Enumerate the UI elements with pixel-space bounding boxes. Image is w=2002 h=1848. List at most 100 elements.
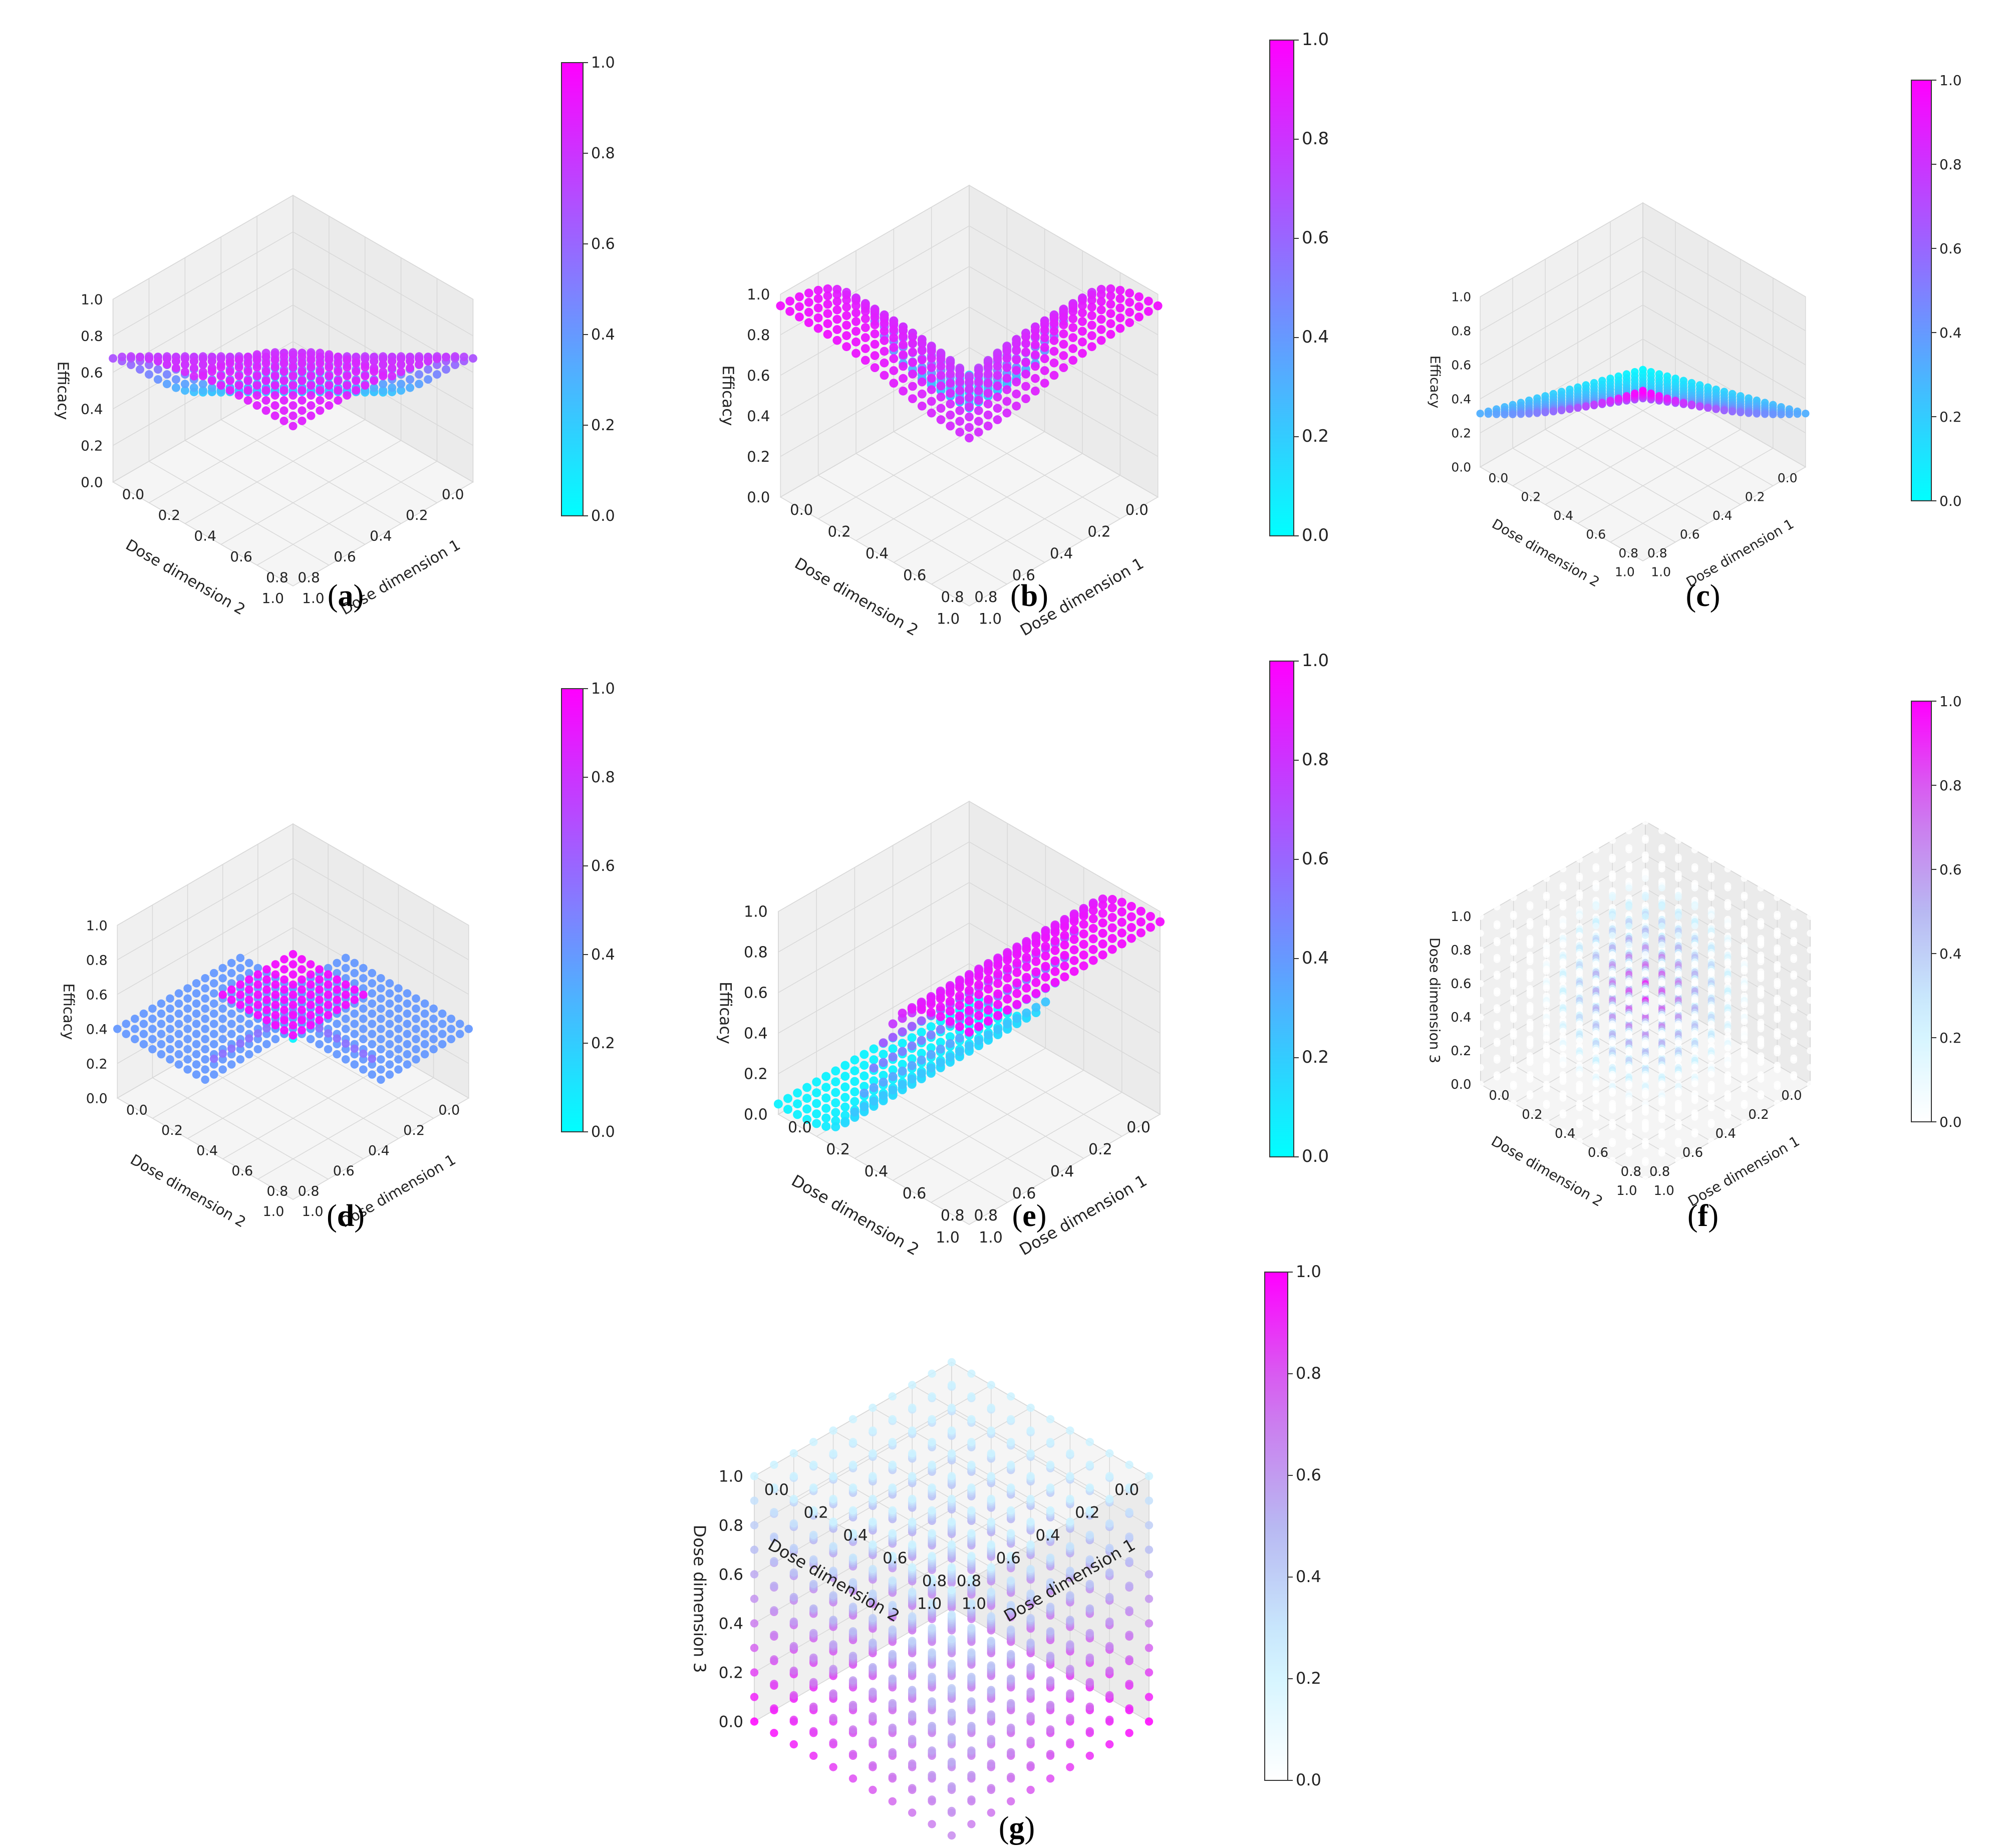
- gridline: [1512, 391, 1676, 486]
- data-point: [271, 970, 280, 979]
- data-point: [298, 406, 307, 415]
- data-point: [289, 422, 298, 431]
- data-point: [350, 996, 359, 1004]
- data-point: [1107, 934, 1117, 943]
- data-point: [1105, 1494, 1114, 1503]
- tick-label: 0.2: [161, 1123, 183, 1138]
- data-point: [750, 1521, 759, 1529]
- data-point: [879, 1038, 888, 1048]
- data-point: [236, 1015, 245, 1023]
- data-point: [394, 1004, 403, 1013]
- data-point: [1757, 884, 1765, 891]
- data-point: [201, 1025, 209, 1033]
- data-point: [139, 1040, 148, 1049]
- data-point: [1003, 973, 1012, 983]
- data-point: [965, 423, 974, 432]
- data-point: [171, 364, 180, 373]
- data-point: [451, 361, 459, 369]
- data-point: [227, 959, 236, 968]
- data-point: [243, 353, 252, 362]
- data-point: [271, 1001, 280, 1009]
- data-point: [1707, 1004, 1715, 1011]
- data-point: [974, 1011, 984, 1020]
- data-point: [1774, 932, 1781, 939]
- data-point: [253, 1029, 262, 1038]
- data-point: [262, 965, 271, 974]
- data-point: [1493, 410, 1501, 418]
- data-point: [201, 1065, 209, 1074]
- data-point: [315, 985, 324, 994]
- gridline: [256, 398, 437, 503]
- colorbar-tick-label: 0.8: [1939, 156, 1962, 173]
- data-point: [403, 999, 412, 1008]
- data-point: [1078, 301, 1087, 311]
- data-point: [1003, 1005, 1012, 1015]
- data-point: [840, 1072, 850, 1081]
- tick-label: 0.4: [370, 528, 392, 544]
- data-point: [1031, 386, 1040, 396]
- data-point: [1679, 399, 1687, 407]
- data-point: [1625, 1099, 1633, 1106]
- data-point: [280, 975, 289, 984]
- data-point: [139, 1030, 148, 1038]
- gridline: [1480, 236, 1643, 332]
- data-point: [946, 369, 955, 379]
- data-point: [171, 375, 180, 384]
- data-point: [1146, 922, 1155, 932]
- data-point: [385, 1070, 394, 1079]
- data-point: [1059, 320, 1068, 330]
- colorbar-tick-label: 0.2: [1939, 409, 1962, 425]
- tick-label: 0.2: [1088, 1141, 1112, 1158]
- tick-label: 1.0: [1651, 565, 1671, 579]
- data-point: [1026, 1494, 1035, 1503]
- tick-label: 0.6: [747, 367, 770, 384]
- tick-label: 1.0: [1451, 290, 1471, 304]
- data-point: [1510, 1016, 1517, 1023]
- data-point: [136, 365, 144, 374]
- colorbar-tick-label: 0.4: [591, 326, 615, 344]
- data-point: [1509, 410, 1517, 418]
- data-point: [180, 360, 189, 369]
- data-point: [1625, 1116, 1633, 1123]
- data-point: [1041, 983, 1050, 993]
- data-point: [262, 1024, 271, 1033]
- data-point: [1106, 299, 1115, 309]
- data-point: [1012, 401, 1021, 411]
- data-point: [1582, 402, 1590, 410]
- data-point: [1642, 1109, 1649, 1116]
- data-point: [1068, 356, 1078, 365]
- data-point: [1012, 1014, 1022, 1023]
- panel-caption: (d): [327, 1199, 365, 1233]
- data-point: [447, 1015, 455, 1023]
- data-point: [965, 977, 974, 987]
- data-point: [148, 1004, 157, 1013]
- data-point: [1066, 1494, 1074, 1503]
- data-point: [917, 1036, 926, 1045]
- tick-label: 1.0: [744, 903, 768, 921]
- data-point: [1724, 961, 1732, 968]
- tick-label: 0.6: [1588, 1145, 1608, 1160]
- data-point: [1105, 1472, 1114, 1480]
- data-point: [1658, 1149, 1665, 1157]
- gridline: [1642, 202, 1806, 297]
- data-point: [1115, 324, 1125, 333]
- data-point: [166, 1015, 174, 1023]
- gridline: [778, 922, 970, 1034]
- data-point: [1049, 319, 1059, 328]
- data-point: [1549, 408, 1558, 416]
- data-point: [368, 969, 377, 978]
- data-point: [793, 1088, 802, 1098]
- data-point: [1003, 1019, 1012, 1029]
- data-point: [166, 1004, 174, 1013]
- data-point: [1625, 903, 1633, 910]
- data-point: [1115, 294, 1125, 303]
- data-point: [907, 1061, 917, 1070]
- data-point: [236, 991, 245, 999]
- data-point: [343, 391, 352, 400]
- data-point: [1609, 837, 1616, 844]
- data-point: [341, 974, 350, 983]
- data-point: [1526, 884, 1534, 891]
- data-point: [1098, 908, 1107, 918]
- data-point: [1674, 1039, 1682, 1047]
- data-point: [1049, 371, 1059, 380]
